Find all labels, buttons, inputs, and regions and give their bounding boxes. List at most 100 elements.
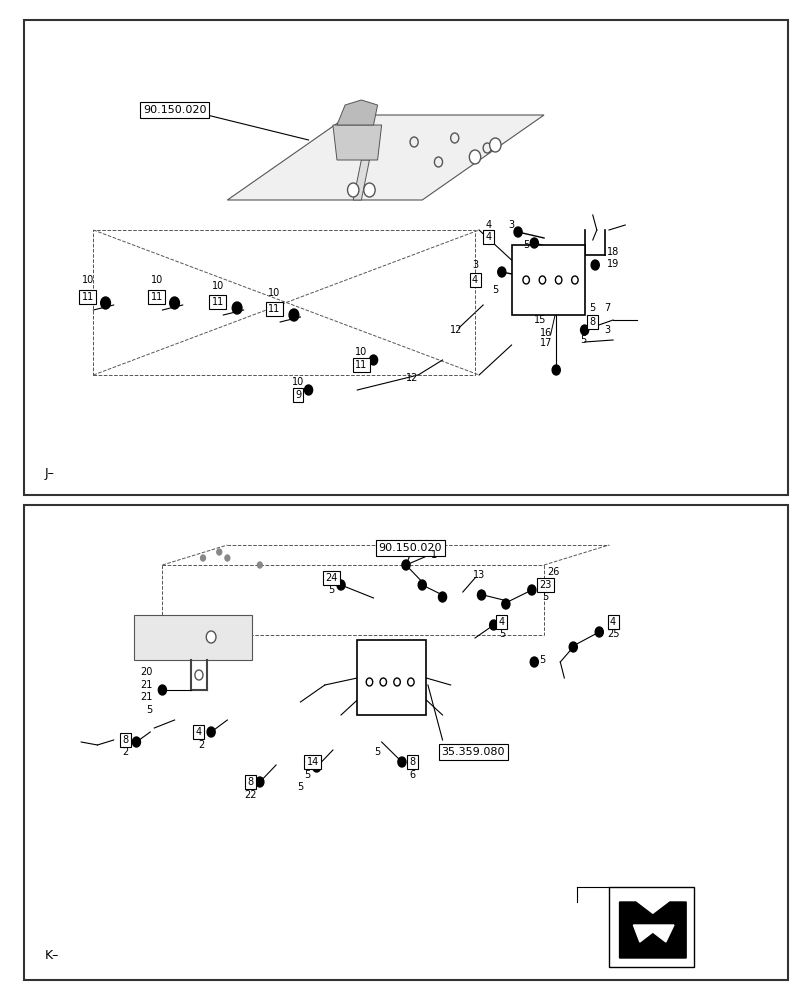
Text: 12: 12	[405, 373, 418, 383]
Circle shape	[132, 737, 140, 747]
Text: 26: 26	[547, 567, 560, 577]
Text: 11: 11	[81, 292, 94, 302]
Circle shape	[497, 267, 505, 277]
Text: 23: 23	[539, 580, 551, 590]
Circle shape	[347, 183, 358, 197]
Text: 2: 2	[198, 740, 204, 750]
Text: 90.150.020: 90.150.020	[143, 105, 206, 115]
Circle shape	[304, 385, 312, 395]
Circle shape	[477, 590, 485, 600]
Text: 10: 10	[150, 275, 163, 285]
Polygon shape	[619, 902, 685, 958]
Text: 8: 8	[409, 757, 415, 767]
Text: 10: 10	[268, 288, 281, 298]
Bar	[357, 640, 426, 715]
Text: 14: 14	[306, 757, 319, 767]
Polygon shape	[337, 100, 377, 125]
Circle shape	[169, 297, 179, 309]
Text: 5: 5	[539, 655, 545, 665]
Circle shape	[200, 555, 205, 561]
Circle shape	[363, 183, 375, 197]
Circle shape	[232, 302, 242, 314]
Text: 11: 11	[211, 297, 224, 307]
Text: 5: 5	[589, 303, 595, 313]
Text: 4: 4	[485, 220, 491, 230]
Circle shape	[489, 138, 500, 152]
Text: 16: 16	[539, 328, 551, 338]
Bar	[24, 505, 787, 980]
Circle shape	[594, 627, 603, 637]
Text: 5: 5	[491, 285, 498, 295]
Text: 11: 11	[150, 292, 163, 302]
Circle shape	[590, 260, 599, 270]
Text: 3: 3	[508, 220, 514, 230]
Text: 4: 4	[498, 617, 504, 627]
Text: 17: 17	[539, 338, 551, 348]
Text: 12: 12	[449, 325, 462, 335]
Text: 19: 19	[606, 259, 619, 269]
Circle shape	[207, 727, 215, 737]
Text: 22: 22	[243, 790, 256, 800]
Text: 5: 5	[498, 629, 504, 639]
Circle shape	[369, 355, 377, 365]
Circle shape	[101, 297, 110, 309]
Circle shape	[489, 620, 497, 630]
Text: 5: 5	[542, 592, 548, 602]
Text: 4: 4	[471, 275, 478, 285]
Circle shape	[580, 325, 588, 335]
Text: 6: 6	[409, 770, 415, 780]
Circle shape	[469, 150, 480, 164]
Circle shape	[513, 227, 521, 237]
Text: 10: 10	[81, 275, 94, 285]
Circle shape	[312, 762, 320, 772]
Text: 10: 10	[354, 347, 367, 357]
Text: 5: 5	[297, 782, 303, 792]
Circle shape	[438, 592, 446, 602]
Circle shape	[158, 685, 166, 695]
Circle shape	[530, 238, 538, 248]
Circle shape	[530, 657, 538, 667]
Text: 15: 15	[533, 315, 546, 325]
Text: 90.150.020: 90.150.020	[378, 543, 441, 553]
Text: 5: 5	[303, 770, 310, 780]
Text: J–: J–	[45, 467, 54, 480]
Text: 10: 10	[291, 377, 304, 387]
Circle shape	[289, 309, 298, 321]
Text: 2: 2	[122, 747, 129, 757]
Text: 3: 3	[471, 260, 478, 270]
Text: 18: 18	[606, 247, 619, 257]
Text: 10: 10	[211, 281, 224, 291]
Text: K–: K–	[45, 949, 59, 962]
Text: 4: 4	[609, 617, 616, 627]
Text: 5: 5	[522, 240, 529, 250]
Circle shape	[195, 670, 203, 680]
Bar	[511, 245, 584, 315]
Circle shape	[255, 777, 264, 787]
Polygon shape	[134, 615, 251, 660]
Text: 20: 20	[140, 667, 152, 677]
Circle shape	[337, 580, 345, 590]
Text: 3: 3	[603, 325, 610, 335]
Circle shape	[418, 580, 426, 590]
Text: 8: 8	[589, 317, 595, 327]
Circle shape	[206, 631, 216, 643]
Text: 21: 21	[140, 692, 152, 702]
Text: 11: 11	[354, 360, 367, 370]
Text: 13: 13	[472, 570, 485, 580]
Text: 5: 5	[146, 705, 152, 715]
Circle shape	[569, 642, 577, 652]
Circle shape	[225, 555, 230, 561]
Circle shape	[501, 599, 509, 609]
Text: 21: 21	[140, 680, 152, 690]
Circle shape	[551, 365, 560, 375]
Text: 25: 25	[606, 629, 619, 639]
Polygon shape	[227, 115, 543, 200]
Circle shape	[257, 562, 262, 568]
Bar	[24, 20, 787, 495]
Text: 8: 8	[247, 777, 253, 787]
Text: 9: 9	[294, 390, 301, 400]
Circle shape	[217, 549, 221, 555]
Circle shape	[527, 585, 535, 595]
Text: 5: 5	[328, 585, 334, 595]
Text: 4: 4	[195, 727, 202, 737]
